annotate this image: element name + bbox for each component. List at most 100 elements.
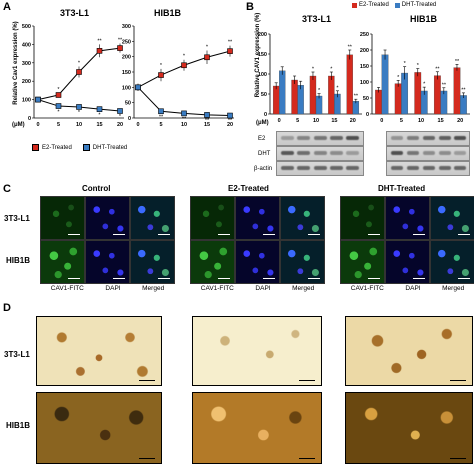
channel-merged-label: Merged (442, 285, 465, 292)
blot-hib1b-dht (386, 146, 470, 161)
bar-e2 (414, 72, 422, 115)
significance-mark: * (183, 54, 186, 60)
significance-mark: ** (348, 45, 353, 51)
panel-a-title-3t3: 3T3-L1 (60, 8, 90, 18)
panel-b-legend: E2-Treated DHT-Treated (352, 2, 436, 8)
icc-3t3-control-dapi (85, 196, 130, 240)
x-tick-label: 20 (350, 118, 356, 124)
x-tick-label: 20 (117, 122, 123, 128)
significance-mark: ** (442, 82, 447, 88)
bar-e2 (346, 54, 353, 115)
scale-bar (308, 234, 320, 235)
y-tick-label: 300 (122, 24, 131, 30)
icc-hib1b-dht-fitc (340, 240, 385, 284)
y-tick-label: 300 (22, 61, 31, 67)
panel-c-channels-control: CAV1-FITC DAPI Merged (40, 285, 175, 292)
bar-e2 (394, 83, 402, 115)
icc-3t3-e2-fitc (190, 196, 235, 240)
y-tick-label: 400 (22, 42, 31, 48)
y-tick-label: 0 (264, 112, 267, 118)
significance-mark: * (206, 45, 209, 51)
significance-mark: * (57, 87, 60, 93)
scale-bar (68, 278, 80, 279)
panel-d-row-3t3: 3T3-L1 (4, 350, 30, 359)
icc-3t3-control-merged (130, 196, 175, 240)
scale-bar (113, 278, 125, 279)
icc-hib1b-control-dapi (85, 240, 130, 284)
x-tick-label: 20 (457, 118, 463, 124)
data-point (55, 103, 62, 109)
data-point (96, 48, 103, 54)
icc-hib1b-control-merged (130, 240, 175, 284)
legend-b-e2-swatch (352, 2, 357, 8)
blot-label-actin: β-actin (254, 166, 273, 172)
scale-bar (458, 234, 470, 235)
scale-bar (413, 234, 425, 235)
data-point (117, 108, 123, 114)
significance-mark: ** (455, 59, 460, 65)
x-tick-label: 5 (57, 122, 60, 128)
significance-mark: ** (228, 40, 233, 46)
panel-c-group-control: Control (82, 184, 111, 193)
panel-d-label: D (3, 302, 11, 314)
data-point (76, 104, 82, 110)
y-tick-label: 0 (128, 116, 131, 122)
channel-fitc-label: CAV1-FITC (50, 285, 84, 292)
scale-bar (218, 234, 230, 235)
x-tick-label: 10 (313, 118, 319, 124)
data-point (181, 62, 187, 69)
panel-a-xunit: (μM) (12, 122, 25, 128)
y-tick-label: 0 (366, 112, 369, 118)
significance-mark: ** (461, 87, 466, 93)
significance-mark: * (98, 112, 101, 118)
scale-bar (458, 278, 470, 279)
oil-red-hib1b-control (36, 392, 162, 464)
bar-e2 (328, 75, 335, 115)
legend-b-e2-label: E2-Treated (359, 2, 389, 8)
significance-mark: * (160, 63, 163, 69)
panel-a-label: A (3, 1, 11, 13)
legend-dht-swatch (82, 144, 90, 151)
panel-b-xunit: (μM) (256, 120, 269, 126)
y-tick-label: 250 (360, 32, 369, 38)
scale-bar (158, 234, 170, 235)
significance-mark: * (119, 114, 122, 120)
oil-red-3t3-control (36, 316, 162, 386)
blot-3t3-actin (276, 161, 364, 176)
y-tick-label: 250 (122, 39, 131, 45)
significance-mark: * (336, 85, 339, 91)
icc-hib1b-e2-fitc (190, 240, 235, 284)
scale-bar (368, 278, 380, 279)
data-point (117, 45, 123, 51)
y-tick-label: 200 (360, 48, 369, 54)
legend-e2-swatch (32, 144, 39, 151)
significance-mark: ** (159, 114, 164, 120)
y-tick-label: 50 (261, 92, 267, 98)
data-point (227, 48, 233, 54)
panel-b-label: B (246, 1, 254, 13)
blot-label-dht: DHT (258, 151, 271, 157)
data-point (76, 69, 82, 75)
bar-dht (381, 54, 389, 115)
icc-hib1b-control-fitc (40, 240, 85, 284)
data-point (204, 54, 210, 61)
scale-bar (218, 278, 230, 279)
icc-3t3-e2-dapi (235, 196, 280, 240)
bar-e2 (375, 89, 382, 115)
significance-mark: * (404, 61, 407, 67)
y-tick-label: 50 (363, 96, 369, 102)
legend-b-dht-label: DHT-Treated (401, 2, 437, 8)
y-tick-label: 150 (122, 70, 131, 76)
y-tick-label: 100 (360, 80, 369, 86)
data-point (158, 72, 164, 78)
y-tick-label: 200 (122, 55, 131, 61)
scale-bar (413, 278, 425, 279)
icc-hib1b-e2-dapi (235, 240, 280, 284)
bar-dht (440, 90, 448, 115)
significance-mark: * (423, 82, 426, 88)
scale-bar (158, 278, 170, 279)
x-tick-label: 15 (331, 118, 337, 124)
x-tick-label: 0 (380, 118, 383, 124)
